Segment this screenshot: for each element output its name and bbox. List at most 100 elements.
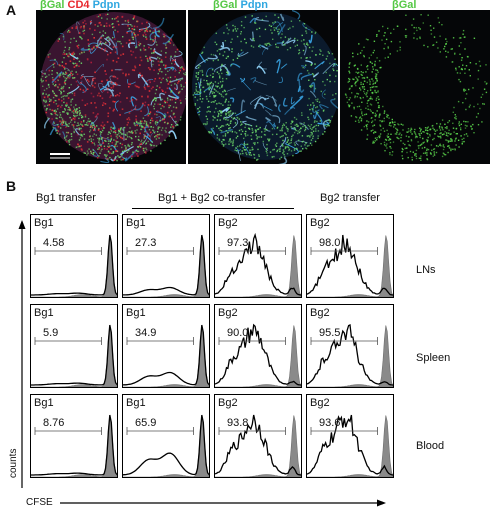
bgal-signal [70,101,72,103]
bgal-signal [375,75,377,77]
bgal-signal [401,155,403,157]
bgal-signal [417,145,420,147]
bgal-signal [363,90,365,93]
bgal-signal [369,97,371,100]
bgal-signal [376,35,378,37]
cd4-signal [71,74,73,77]
bgal-signal [47,54,49,56]
cd4-signal [132,131,134,134]
bgal-signal [257,128,259,131]
bgal-signal [450,138,452,140]
pdpn-stroke [255,17,269,22]
bgal-signal [135,135,137,138]
bgal-signal [255,125,258,127]
pdpn-stroke [258,61,267,70]
gate-marker [34,247,102,255]
bgal-signal [289,27,291,29]
bgal-signal [163,115,165,117]
cd4-signal [146,21,148,24]
pdpn-stroke [297,85,302,93]
bgal-signal [360,120,363,122]
cd4-signal [138,30,141,32]
bgal-signal [281,127,283,130]
bgal-signal [377,102,379,104]
bgal-signal [287,130,289,132]
bgal-signal [58,89,61,91]
bgal-signal [351,102,353,104]
bgal-signal [309,142,312,144]
bgal-signal [265,15,267,18]
cd4-signal [156,119,158,122]
bgal-signal [56,117,58,120]
pdpn-stroke [314,60,325,70]
bgal-signal [166,80,168,82]
bgal-signal [55,113,57,116]
bgal-signal [148,129,151,131]
bgal-signal [421,143,423,145]
bgal-signal [376,80,378,82]
bgal-signal [236,145,239,148]
bgal-signal [66,53,68,55]
cd4-signal [174,87,177,90]
bgal-signal [374,137,377,139]
bgal-signal [284,132,286,134]
bgal-signal [375,69,377,71]
pdpn-stroke [289,95,304,109]
cd4-signal [115,139,117,142]
cd4-signal [57,125,60,128]
bgal-signal [160,81,162,84]
bgal-signal [420,159,422,161]
bgal-signal [145,142,148,144]
pdpn-stroke [240,99,246,114]
bgal-signal [348,63,351,65]
bgal-signal [452,61,454,63]
bgal-signal [402,148,404,151]
bgal-signal [159,68,162,70]
bgal-signal [79,53,81,55]
bgal-signal [140,125,143,127]
bgal-signal [461,138,463,141]
bgal-signal [468,88,470,91]
bgal-signal [360,81,362,84]
bgal-signal [174,51,177,53]
bgal-signal [298,49,300,51]
bgal-signal [308,135,310,137]
bgal-signal [154,97,156,100]
bgal-signal [365,124,367,126]
bgal-signal [105,140,107,142]
sample-histogram-line [123,234,209,296]
micrograph-texture [192,10,338,164]
bgal-signal [302,125,304,128]
bgal-signal [443,133,445,135]
pdpn-stroke [153,48,162,57]
cd4-signal [137,34,139,36]
bgal-signal [76,112,78,114]
bgal-signal [137,146,139,148]
pdpn-stroke [195,58,208,69]
bgal-signal [293,142,296,144]
bgal-signal [217,111,219,113]
bgal-signal [159,103,161,106]
bgal-signal [63,111,65,113]
bgal-signal [254,22,257,24]
bgal-signal [161,127,164,129]
bgal-signal [302,148,304,150]
bgal-signal [368,57,370,59]
bgal-signal [62,72,64,74]
bgal-signal [389,141,392,144]
bgal-signal [155,123,157,125]
cd4-signal [127,24,129,27]
bgal-signal [355,84,357,87]
bgal-signal [242,152,244,155]
pdpn-stroke [84,76,92,87]
bgal-signal [380,66,382,69]
cd4-signal [72,51,75,54]
bgal-signal [129,127,131,129]
bgal-signal [83,120,85,123]
bgal-signal [455,115,457,118]
cd4-signal [72,124,75,126]
pdpn-stroke [162,33,174,45]
bgal-signal [427,129,429,132]
bgal-signal [91,33,94,36]
bgal-signal [458,45,460,47]
